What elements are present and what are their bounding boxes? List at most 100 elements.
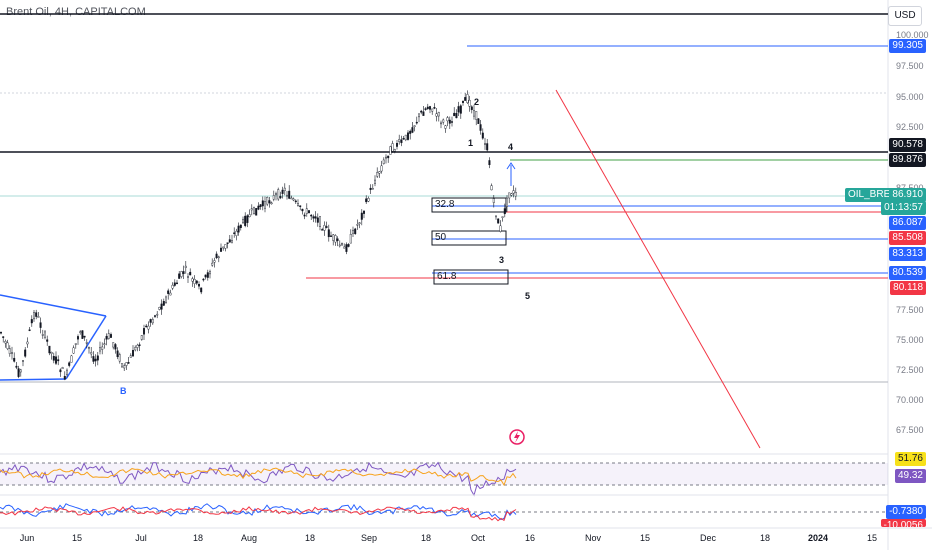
candle-body xyxy=(420,110,423,113)
candle-body xyxy=(2,336,5,338)
candle-body xyxy=(308,210,311,214)
candle-body xyxy=(437,112,440,117)
candle-body xyxy=(59,369,62,373)
candle-body xyxy=(495,215,498,218)
candle-body xyxy=(79,331,82,333)
candle-body xyxy=(347,244,350,247)
candle-body xyxy=(145,325,148,328)
candle-body xyxy=(411,127,414,133)
candle-body xyxy=(61,367,64,369)
wave-label-b: B xyxy=(120,386,127,396)
candle-body xyxy=(338,244,341,247)
candle-body xyxy=(4,341,7,344)
time-axis-label: 18 xyxy=(192,533,204,543)
price-axis-tick: 72.500 xyxy=(896,365,924,375)
price-tag-90578: 90.578 xyxy=(889,138,926,152)
time-axis-label: 16 xyxy=(524,533,536,543)
candle-body xyxy=(404,134,407,141)
currency-button[interactable]: USD xyxy=(888,6,922,26)
candle-body xyxy=(334,235,337,243)
candle-body xyxy=(213,260,216,263)
candle-body xyxy=(369,187,372,190)
candle-body xyxy=(305,208,308,214)
candle-body xyxy=(415,121,418,124)
candle-body xyxy=(24,349,27,357)
candle-body xyxy=(268,200,271,204)
candle-body xyxy=(283,187,286,191)
candle-body xyxy=(286,194,289,197)
trend-line-red xyxy=(555,89,761,449)
candle-body xyxy=(68,362,71,366)
candle-body xyxy=(250,208,253,211)
candle-body xyxy=(173,282,176,286)
candle-body xyxy=(195,280,198,284)
candle-body xyxy=(109,334,112,338)
candle-body xyxy=(17,368,20,377)
candle-body xyxy=(39,322,42,328)
price-axis-tick: 97.500 xyxy=(896,61,924,71)
candle-body xyxy=(312,216,315,219)
candle-body xyxy=(484,143,487,145)
candle-body xyxy=(481,132,484,139)
candle-body xyxy=(457,106,460,113)
candle-body xyxy=(321,229,324,231)
candle-body xyxy=(230,240,233,243)
candle-body xyxy=(76,336,79,340)
flash-icon[interactable] xyxy=(509,429,525,445)
candle-body xyxy=(418,113,421,118)
candle-body xyxy=(215,253,218,259)
candle-body xyxy=(330,235,333,237)
candle-body xyxy=(393,149,396,152)
candle-body xyxy=(116,350,119,358)
candle-body xyxy=(200,287,203,293)
candle-body xyxy=(92,356,95,362)
candle-body xyxy=(235,230,238,236)
candle-body xyxy=(365,198,368,203)
candle-body xyxy=(222,246,225,249)
candle-body xyxy=(396,143,399,147)
candle-body xyxy=(147,325,150,330)
candle-body xyxy=(514,192,517,197)
candle-body xyxy=(451,121,454,123)
candle-body xyxy=(255,208,258,216)
candle-body xyxy=(314,216,317,219)
candle-body xyxy=(35,312,38,317)
fib-box-50 xyxy=(431,230,507,246)
candle-body xyxy=(151,319,154,324)
time-axis-label: 2024 xyxy=(807,533,829,543)
candle-body xyxy=(455,112,458,119)
candle-body xyxy=(184,265,187,268)
candle-body xyxy=(290,197,293,200)
candle-body xyxy=(497,218,500,224)
candle-body xyxy=(37,316,40,318)
candle-body xyxy=(83,335,86,338)
candle-body xyxy=(466,94,469,103)
candle-body xyxy=(281,189,284,194)
candle-body xyxy=(162,301,165,306)
candle-body xyxy=(171,284,174,289)
arrow-head xyxy=(506,162,516,170)
candle-body xyxy=(94,358,97,362)
candle-body xyxy=(19,369,22,373)
candle-body xyxy=(279,196,282,199)
candle-body xyxy=(371,188,374,190)
candle-body xyxy=(125,362,128,366)
candle-body xyxy=(426,106,429,109)
candle-body xyxy=(186,276,189,278)
candle-body xyxy=(303,214,306,217)
candle-body xyxy=(85,342,88,344)
time-axis-label: Dec xyxy=(699,533,717,543)
rsi-band xyxy=(0,463,888,485)
fib-label-50: 50 xyxy=(435,232,447,243)
rsi-line xyxy=(0,461,517,497)
candle-body xyxy=(65,369,68,375)
time-axis-label: 15 xyxy=(866,533,878,543)
candle-body xyxy=(508,192,511,199)
candle-body xyxy=(440,122,443,125)
fib-box-618 xyxy=(433,269,509,285)
rsi-ma-line xyxy=(0,467,517,487)
candle-body xyxy=(398,139,401,142)
candle-body xyxy=(138,344,141,346)
time-axis-label: 18 xyxy=(420,533,432,543)
